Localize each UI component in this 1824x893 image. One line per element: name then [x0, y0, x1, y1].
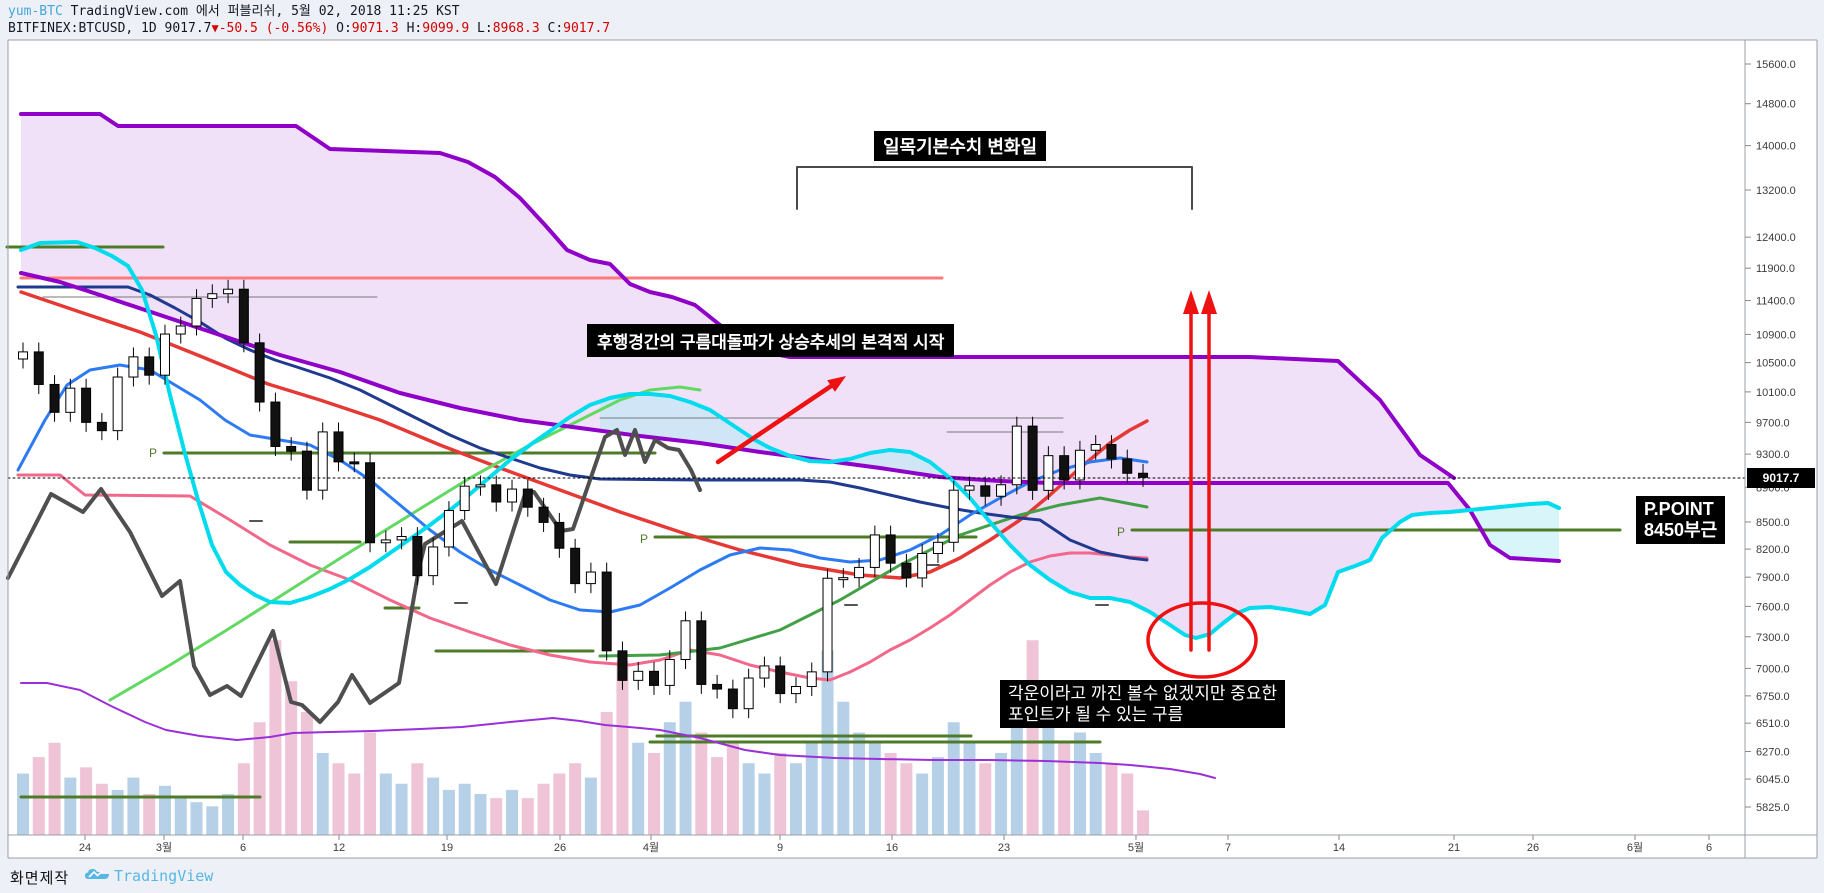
symbol-info-line: BITFINEX:BTCUSD, 1D 9017.7▼-50.5 (-0.56%… [8, 20, 610, 37]
svg-text:11400.0: 11400.0 [1756, 296, 1795, 308]
svg-text:14000.0: 14000.0 [1756, 141, 1796, 153]
low-label: L: [477, 21, 493, 36]
change-value: -50.5 (-0.56%) [218, 21, 329, 36]
svg-text:16: 16 [886, 842, 898, 854]
down-arrow-icon: ▼ [211, 21, 219, 35]
footer-credit: 화면제작 [10, 870, 70, 887]
svg-text:10500.0: 10500.0 [1756, 358, 1796, 370]
footer: 화면제작 TradingView [0, 860, 1824, 893]
tradingview-brand[interactable]: TradingView [114, 867, 214, 885]
svg-text:15600.0: 15600.0 [1756, 59, 1796, 71]
current-price-tag: 9017.7 [1747, 468, 1815, 488]
annotation-important-cloud: 각운이라고 까진 볼수 없겠지만 중요한 포인트가 될 수 있는 구름 [1000, 680, 1286, 728]
svg-text:9700.0: 9700.0 [1756, 417, 1790, 429]
svg-text:P: P [149, 446, 157, 460]
svg-text:26: 26 [554, 842, 566, 854]
annotation-cloud-breakout: 후행경간의 구름대돌파가 상승추세의 본격적 시작 [587, 324, 955, 357]
svg-text:6510.0: 6510.0 [1756, 718, 1790, 730]
support-resistance-lines: P P P [5, 245, 1622, 799]
svg-text:9017.7: 9017.7 [1763, 471, 1800, 485]
cloud-fills [21, 114, 1559, 638]
axes: 15600.0 14800.0 14000.0 13200.0 12400.0 11900… [7, 39, 1818, 859]
svg-text:24: 24 [79, 842, 91, 854]
close-label: C: [547, 21, 564, 36]
svg-text:21: 21 [1448, 842, 1460, 854]
svg-text:6045.0: 6045.0 [1756, 774, 1790, 786]
svg-text:6월: 6월 [1627, 841, 1643, 854]
svg-text:6: 6 [240, 842, 246, 854]
author-name[interactable]: yum-BTC [8, 4, 63, 19]
svg-text:13200.0: 13200.0 [1756, 185, 1796, 197]
svg-text:8200.0: 8200.0 [1756, 544, 1790, 556]
svg-text:11900.0: 11900.0 [1756, 263, 1795, 275]
svg-text:9300.0: 9300.0 [1756, 449, 1790, 461]
svg-text:7000.0: 7000.0 [1756, 663, 1790, 675]
svg-text:9: 9 [777, 842, 783, 854]
svg-text:7300.0: 7300.0 [1756, 632, 1790, 644]
high-label: H: [406, 21, 423, 36]
svg-text:6270.0: 6270.0 [1756, 746, 1790, 758]
svg-text:7600.0: 7600.0 [1756, 601, 1790, 613]
low-value: 8968.3 [492, 21, 540, 36]
svg-text:12: 12 [333, 842, 345, 854]
svg-text:6750.0: 6750.0 [1756, 691, 1790, 703]
chart-header: yum-BTC TradingView.com 에서 퍼블리쉬, 5월 02, … [8, 3, 610, 37]
svg-text:12400.0: 12400.0 [1756, 232, 1796, 244]
publish-info: TradingView.com 에서 퍼블리쉬, 5월 02, 2018 11:… [70, 4, 460, 19]
svg-text:7: 7 [1225, 842, 1231, 854]
high-value: 9099.9 [422, 21, 470, 36]
symbol-price-text[interactable]: BITFINEX:BTCUSD, 1D 9017.7 [8, 21, 212, 36]
svg-text:4월: 4월 [643, 841, 659, 854]
publish-line: yum-BTC TradingView.com 에서 퍼블리쉬, 5월 02, … [8, 3, 610, 20]
svg-text:P: P [1117, 525, 1125, 539]
svg-text:5월: 5월 [1128, 841, 1144, 854]
svg-text:3월: 3월 [156, 841, 172, 854]
tradingview-logo-icon[interactable] [84, 866, 110, 884]
svg-text:23: 23 [998, 842, 1010, 854]
svg-text:14: 14 [1333, 842, 1345, 854]
svg-text:5825.0: 5825.0 [1756, 802, 1790, 814]
annotation-pivot-point: P.POINT 8450부근 [1636, 496, 1726, 544]
pivot-point-title: P.POINT [1644, 499, 1714, 519]
annotation-important-cloud-line1: 각운이라고 까진 볼수 없겠지만 중요한 [1008, 684, 1278, 703]
open-value: 9071.3 [351, 21, 399, 36]
svg-text:P: P [640, 532, 648, 546]
red-markup-shapes [715, 166, 1258, 679]
open-label: O: [336, 21, 352, 36]
annotation-important-cloud-line2: 포인트가 될 수 있는 구름 [1008, 705, 1184, 724]
indicator-lines [6, 112, 1561, 779]
svg-text:7900.0: 7900.0 [1756, 572, 1790, 584]
svg-text:14800.0: 14800.0 [1756, 99, 1796, 111]
svg-text:26: 26 [1527, 842, 1539, 854]
svg-text:19: 19 [441, 842, 453, 854]
svg-text:10900.0: 10900.0 [1756, 329, 1796, 341]
candles [18, 279, 1149, 719]
svg-text:10100.0: 10100.0 [1756, 387, 1796, 399]
close-value: 9017.7 [563, 21, 611, 36]
pivot-point-level: 8450부근 [1644, 520, 1718, 540]
annotation-ichimoku-change-date: 일목기본수치 변화일 [874, 131, 1047, 161]
svg-text:6: 6 [1706, 842, 1712, 854]
svg-text:8500.0: 8500.0 [1756, 517, 1790, 529]
